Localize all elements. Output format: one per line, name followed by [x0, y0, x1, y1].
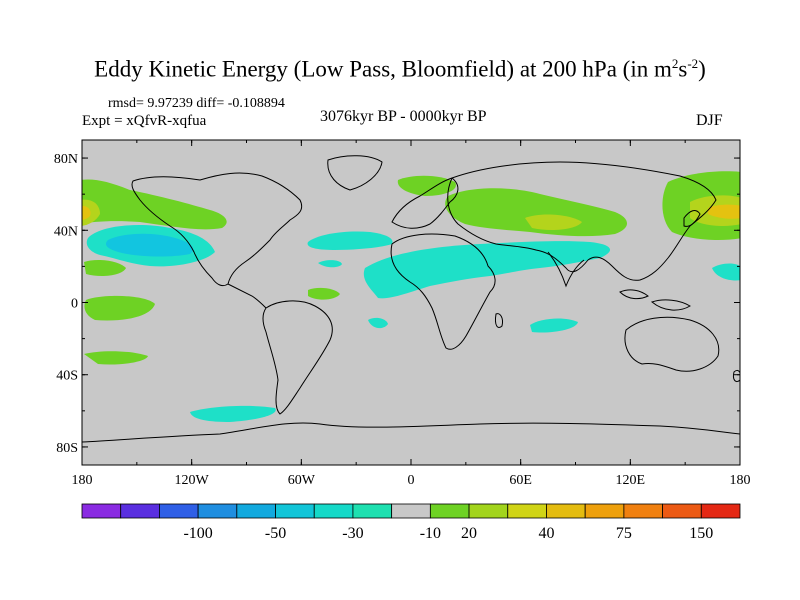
colorbar-swatch [352, 503, 393, 519]
coast-europe [391, 177, 459, 229]
colorbar-swatch [275, 503, 315, 519]
period-label: 3076kyr BP - 0000kyr BP [320, 108, 487, 125]
map-title: Eddy Kinetic Energy (Low Pass, Bloomfiel… [94, 56, 706, 82]
lat-label: 80N [54, 152, 78, 167]
colorbar-swatch [662, 503, 702, 519]
colorbar [81, 503, 741, 519]
neg-region-tropical-atlantic [318, 260, 342, 268]
lon-label: 60W [288, 473, 316, 488]
coast-new-zealand [733, 369, 740, 383]
colorbar-label: -30 [342, 525, 363, 542]
pos-core-north-pacific [82, 205, 91, 220]
lon-label: 0 [408, 473, 415, 488]
coast-greenland [327, 155, 383, 191]
season-label: DJF [696, 112, 723, 129]
lat-label: 80S [56, 441, 78, 456]
neg-region-africa-asia-belt [363, 241, 611, 299]
pos-region-south-pacific [84, 351, 148, 365]
colorbar-swatch [468, 503, 509, 519]
colorbar-swatch [584, 503, 625, 519]
lon-label: 60E [509, 473, 532, 488]
colorbar-swatch [81, 503, 122, 519]
contour-fields [82, 171, 740, 422]
pos-region-subtropical-pacific [84, 260, 126, 276]
colorbar-label: 150 [689, 525, 713, 542]
map-background [82, 140, 740, 465]
colorbar-swatch [159, 503, 199, 519]
coastlines [82, 155, 740, 443]
lon-label: 120W [175, 473, 210, 488]
coast-south-america [262, 300, 333, 415]
pos-region-north-pacific-band [82, 179, 227, 230]
coast-southeast-asia-islands [619, 289, 691, 311]
colorbar-label: 75 [616, 525, 632, 542]
pos-region-tropical-pacific [84, 295, 155, 321]
pos-region-north-atlantic [397, 175, 456, 196]
colorbar-swatch [120, 503, 160, 519]
rmsd-diff-label: rmsd= 9.97239 diff= -0.108894 [108, 96, 285, 111]
neg-region-indian-ocean [530, 318, 578, 333]
neg-region-southern-ocean [190, 405, 276, 422]
coast-antarctica [82, 422, 740, 443]
lon-label: 180 [730, 473, 751, 488]
pos-mid-north-pacific [82, 199, 100, 226]
coast-india [547, 251, 585, 288]
colorbar-swatch [391, 503, 431, 519]
colorbar-label: 40 [538, 525, 554, 542]
neg-core-north-pacific [105, 233, 194, 257]
colorbar-swatch [623, 503, 663, 519]
pos-region-southern-africa [308, 287, 340, 300]
colorbar-swatch [700, 503, 741, 519]
latitude-labels: 80N 40N 0 40S 80S [54, 152, 78, 456]
colorbar-swatch [236, 503, 276, 519]
colorbar-swatch [197, 503, 238, 519]
coast-japan [683, 210, 701, 227]
coast-australia [624, 316, 720, 372]
neg-region-north-atlantic [307, 231, 393, 250]
lon-label: 120E [616, 473, 646, 488]
colorbar-label: -10 [420, 525, 441, 542]
pos-core-west-pacific [708, 204, 740, 219]
colorbar-label: -100 [183, 525, 212, 542]
colorbar-label: -50 [265, 525, 286, 542]
coast-central-america [227, 283, 267, 309]
pos-region-europe-asia [445, 188, 628, 237]
colorbar-swatch [429, 503, 470, 519]
axis-ticks [81, 140, 741, 465]
neg-region-pacific-east [712, 263, 740, 281]
coast-madagascar [495, 313, 503, 328]
colorbar-swatch [313, 503, 354, 519]
coast-africa [390, 233, 496, 350]
coast-north-america [131, 172, 303, 287]
lat-label: 40N [54, 224, 78, 239]
colorbar-swatch [507, 503, 547, 519]
coast-asia [447, 161, 717, 281]
pos-mid-central-asia [525, 214, 582, 230]
colorbar-label: 20 [461, 525, 477, 542]
lat-label: 40S [56, 369, 78, 384]
experiment-label: Expt = xQfvR-xqfua [82, 113, 207, 129]
neg-region-south-atlantic [368, 317, 388, 329]
colorbar-labels: -100 -50 -30 -10 20 40 75 150 [183, 525, 713, 542]
longitude-labels: 180 120W 60W 0 60E 120E 180 [72, 473, 751, 488]
lat-label: 0 [71, 297, 78, 312]
colorbar-swatch [546, 503, 586, 519]
lon-label: 180 [72, 473, 93, 488]
